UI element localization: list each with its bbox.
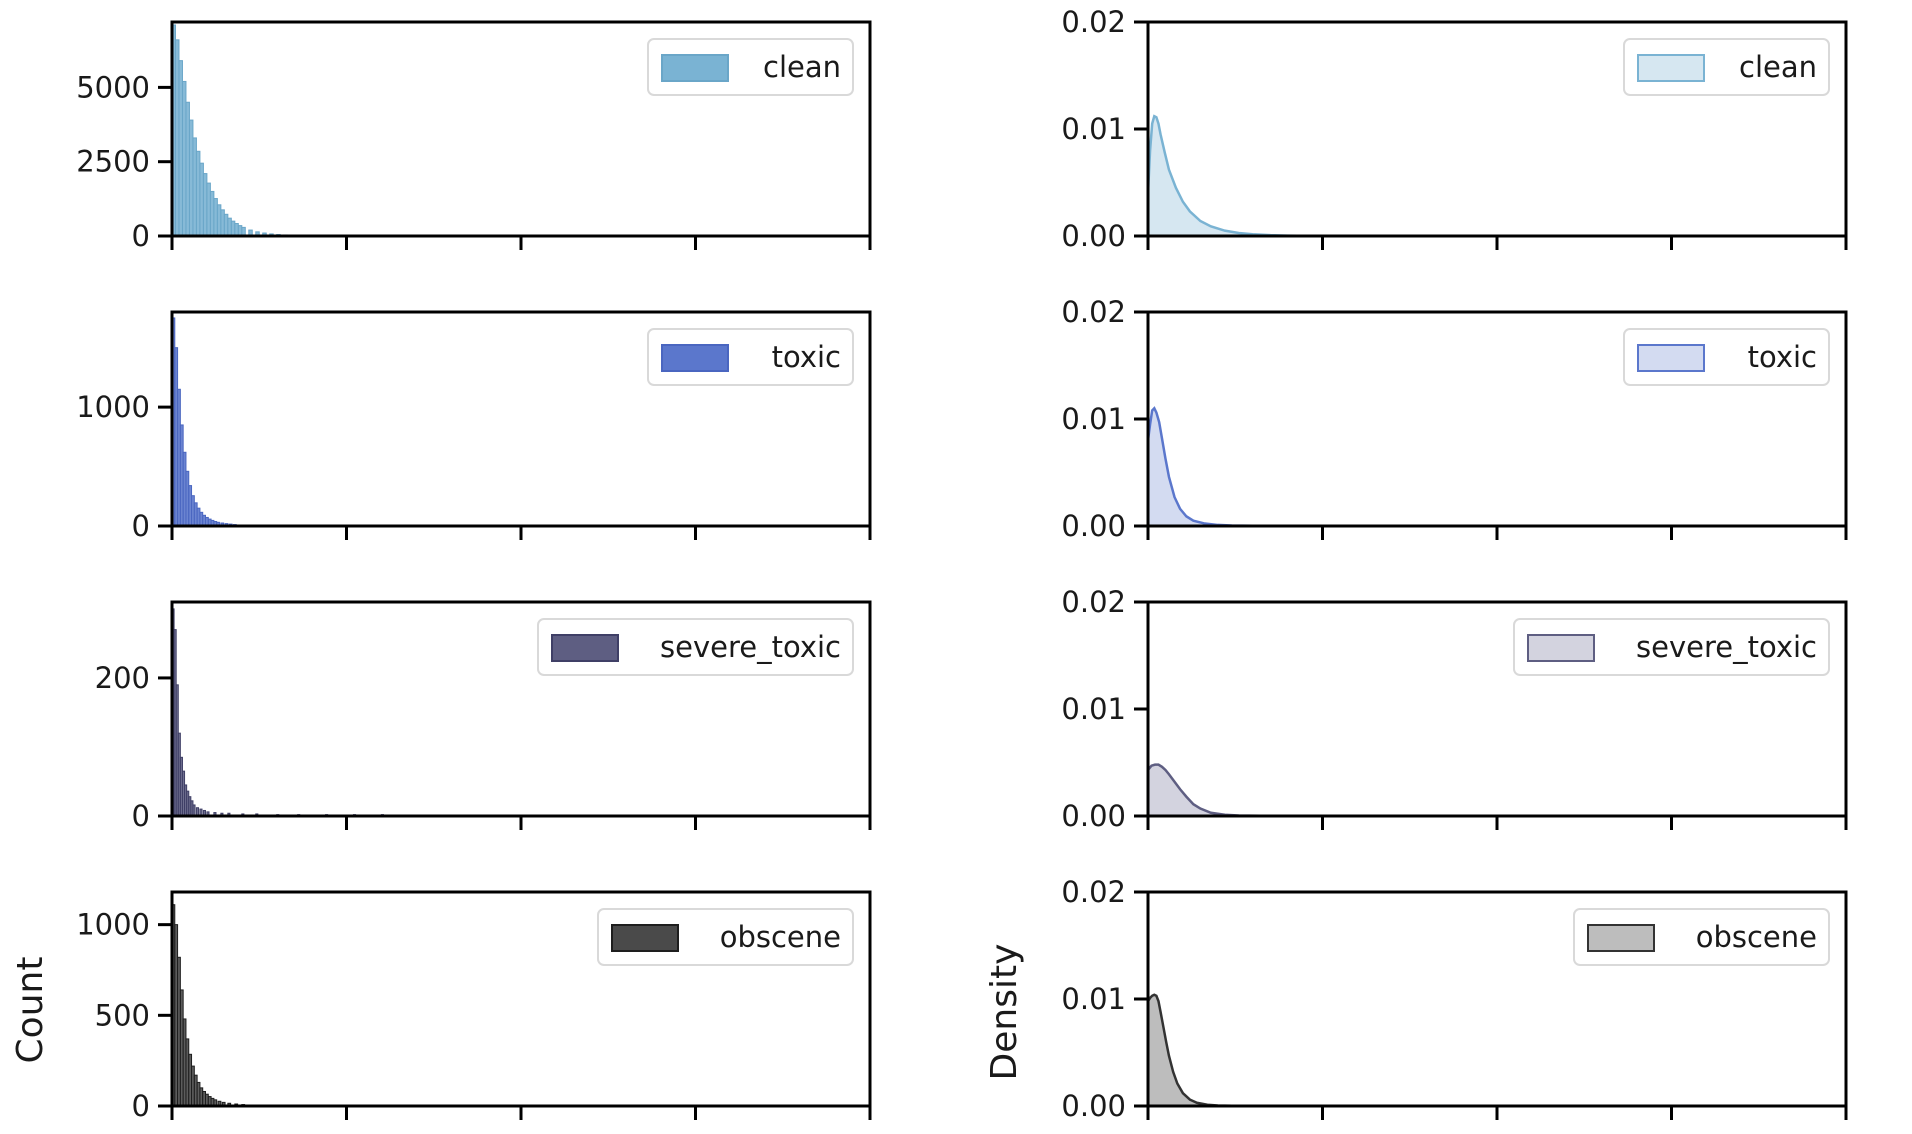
- legend-label: obscene: [1696, 920, 1817, 954]
- legend-label: severe_toxic: [660, 630, 841, 664]
- legend-label: obscene: [720, 920, 841, 954]
- legend-label: clean: [763, 50, 841, 84]
- y-tick-label: 0.00: [1061, 509, 1126, 543]
- legend-swatch: [661, 54, 729, 82]
- y-tick-label: 5000: [76, 70, 150, 104]
- density-area: [1148, 764, 1288, 816]
- y-tick-label: 0.00: [1061, 1089, 1126, 1123]
- histogram-bar: [174, 39, 180, 237]
- y-tick-label: 0.02: [1061, 875, 1126, 909]
- histogram-bar: [234, 223, 239, 237]
- legend-swatch: [661, 344, 729, 372]
- legend-label: severe_toxic: [1636, 630, 1817, 664]
- histogram-bar: [237, 225, 243, 237]
- histogram-bar: [220, 209, 225, 237]
- legend: clean: [1623, 38, 1830, 96]
- y-tick-label: 0.00: [1061, 799, 1126, 833]
- histogram-bar: [206, 182, 211, 237]
- histogram-bar: [230, 220, 236, 237]
- legend-swatch: [611, 924, 679, 952]
- legend-label: clean: [1739, 50, 1817, 84]
- legend: severe_toxic: [537, 618, 854, 676]
- legend: obscene: [597, 908, 854, 966]
- count-axis-label: Count: [10, 957, 51, 1064]
- histogram-panel-severe_toxic: 0 200 severe_toxic: [95, 600, 872, 833]
- y-tick-label: 0: [132, 219, 150, 253]
- density-panel-obscene: 0.00 0.01 0.02 obscene: [1061, 875, 1848, 1123]
- y-tick-label: 0.01: [1061, 982, 1126, 1016]
- histogram-panel-toxic: 0 1000 toxic: [76, 310, 872, 543]
- histogram-bar: [188, 119, 194, 237]
- histogram-bar: [195, 150, 201, 237]
- legend-label: toxic: [1748, 340, 1817, 374]
- y-tick-label: 1000: [76, 908, 150, 942]
- density-curve: [1146, 114, 1316, 238]
- legend: toxic: [647, 328, 854, 386]
- histogram-bar: [178, 60, 183, 237]
- legend-swatch: [1637, 344, 1705, 372]
- legend-swatch: [1587, 924, 1655, 952]
- density-panel-severe_toxic: 0.00 0.01 0.02 severe_toxic: [1061, 585, 1848, 833]
- legend-label: toxic: [772, 340, 841, 374]
- legend: severe_toxic: [1513, 618, 1830, 676]
- histogram-bar: [192, 137, 197, 237]
- y-tick-label: 200: [95, 661, 150, 695]
- histogram-bar: [181, 80, 187, 237]
- y-tick-label: 0.02: [1061, 295, 1126, 329]
- histogram-panel-clean: 0 2500 5000 clean: [76, 20, 872, 253]
- legend: obscene: [1573, 908, 1830, 966]
- density-area: [1148, 408, 1302, 526]
- density-area: [1148, 994, 1267, 1106]
- y-tick-label: 0.02: [1061, 5, 1126, 39]
- y-tick-label: 0.00: [1061, 219, 1126, 253]
- y-tick-label: 500: [95, 998, 150, 1032]
- histogram-bar: [223, 213, 229, 237]
- subplot-grid: 025005000clean0.000.010.02clean01000toxi…: [76, 5, 1848, 1123]
- y-tick-label: 0: [132, 1089, 150, 1123]
- legend: clean: [647, 38, 854, 96]
- histogram-bar: [209, 190, 215, 237]
- y-tick-label: 0.01: [1061, 112, 1126, 146]
- histogram-bar: [192, 804, 196, 817]
- y-tick-label: 2500: [76, 145, 150, 179]
- legend-swatch: [1637, 54, 1705, 82]
- histogram-panel-obscene: 0 500 1000 obscene: [76, 890, 872, 1123]
- histogram-bar: [202, 173, 208, 237]
- legend-swatch: [551, 634, 619, 662]
- density-area: [1148, 116, 1316, 236]
- y-tick-label: 0: [132, 509, 150, 543]
- y-tick-label: 1000: [76, 390, 150, 424]
- density-panel-toxic: 0.00 0.01 0.02 toxic: [1061, 295, 1848, 543]
- histogram-bar: [227, 217, 232, 237]
- y-tick-label: 0.02: [1061, 585, 1126, 619]
- histogram-bar: [213, 198, 218, 237]
- legend: toxic: [1623, 328, 1830, 386]
- histogram-bar: [185, 101, 190, 237]
- density-panel-clean: 0.00 0.01 0.02 clean: [1061, 5, 1848, 253]
- density-axis-label: Density: [984, 944, 1025, 1081]
- y-tick-label: 0: [132, 799, 150, 833]
- y-tick-label: 0.01: [1061, 402, 1126, 436]
- legend-swatch: [1527, 634, 1595, 662]
- y-tick-label: 0.01: [1061, 692, 1126, 726]
- histogram-bar: [199, 162, 204, 237]
- histogram-bar: [216, 204, 222, 237]
